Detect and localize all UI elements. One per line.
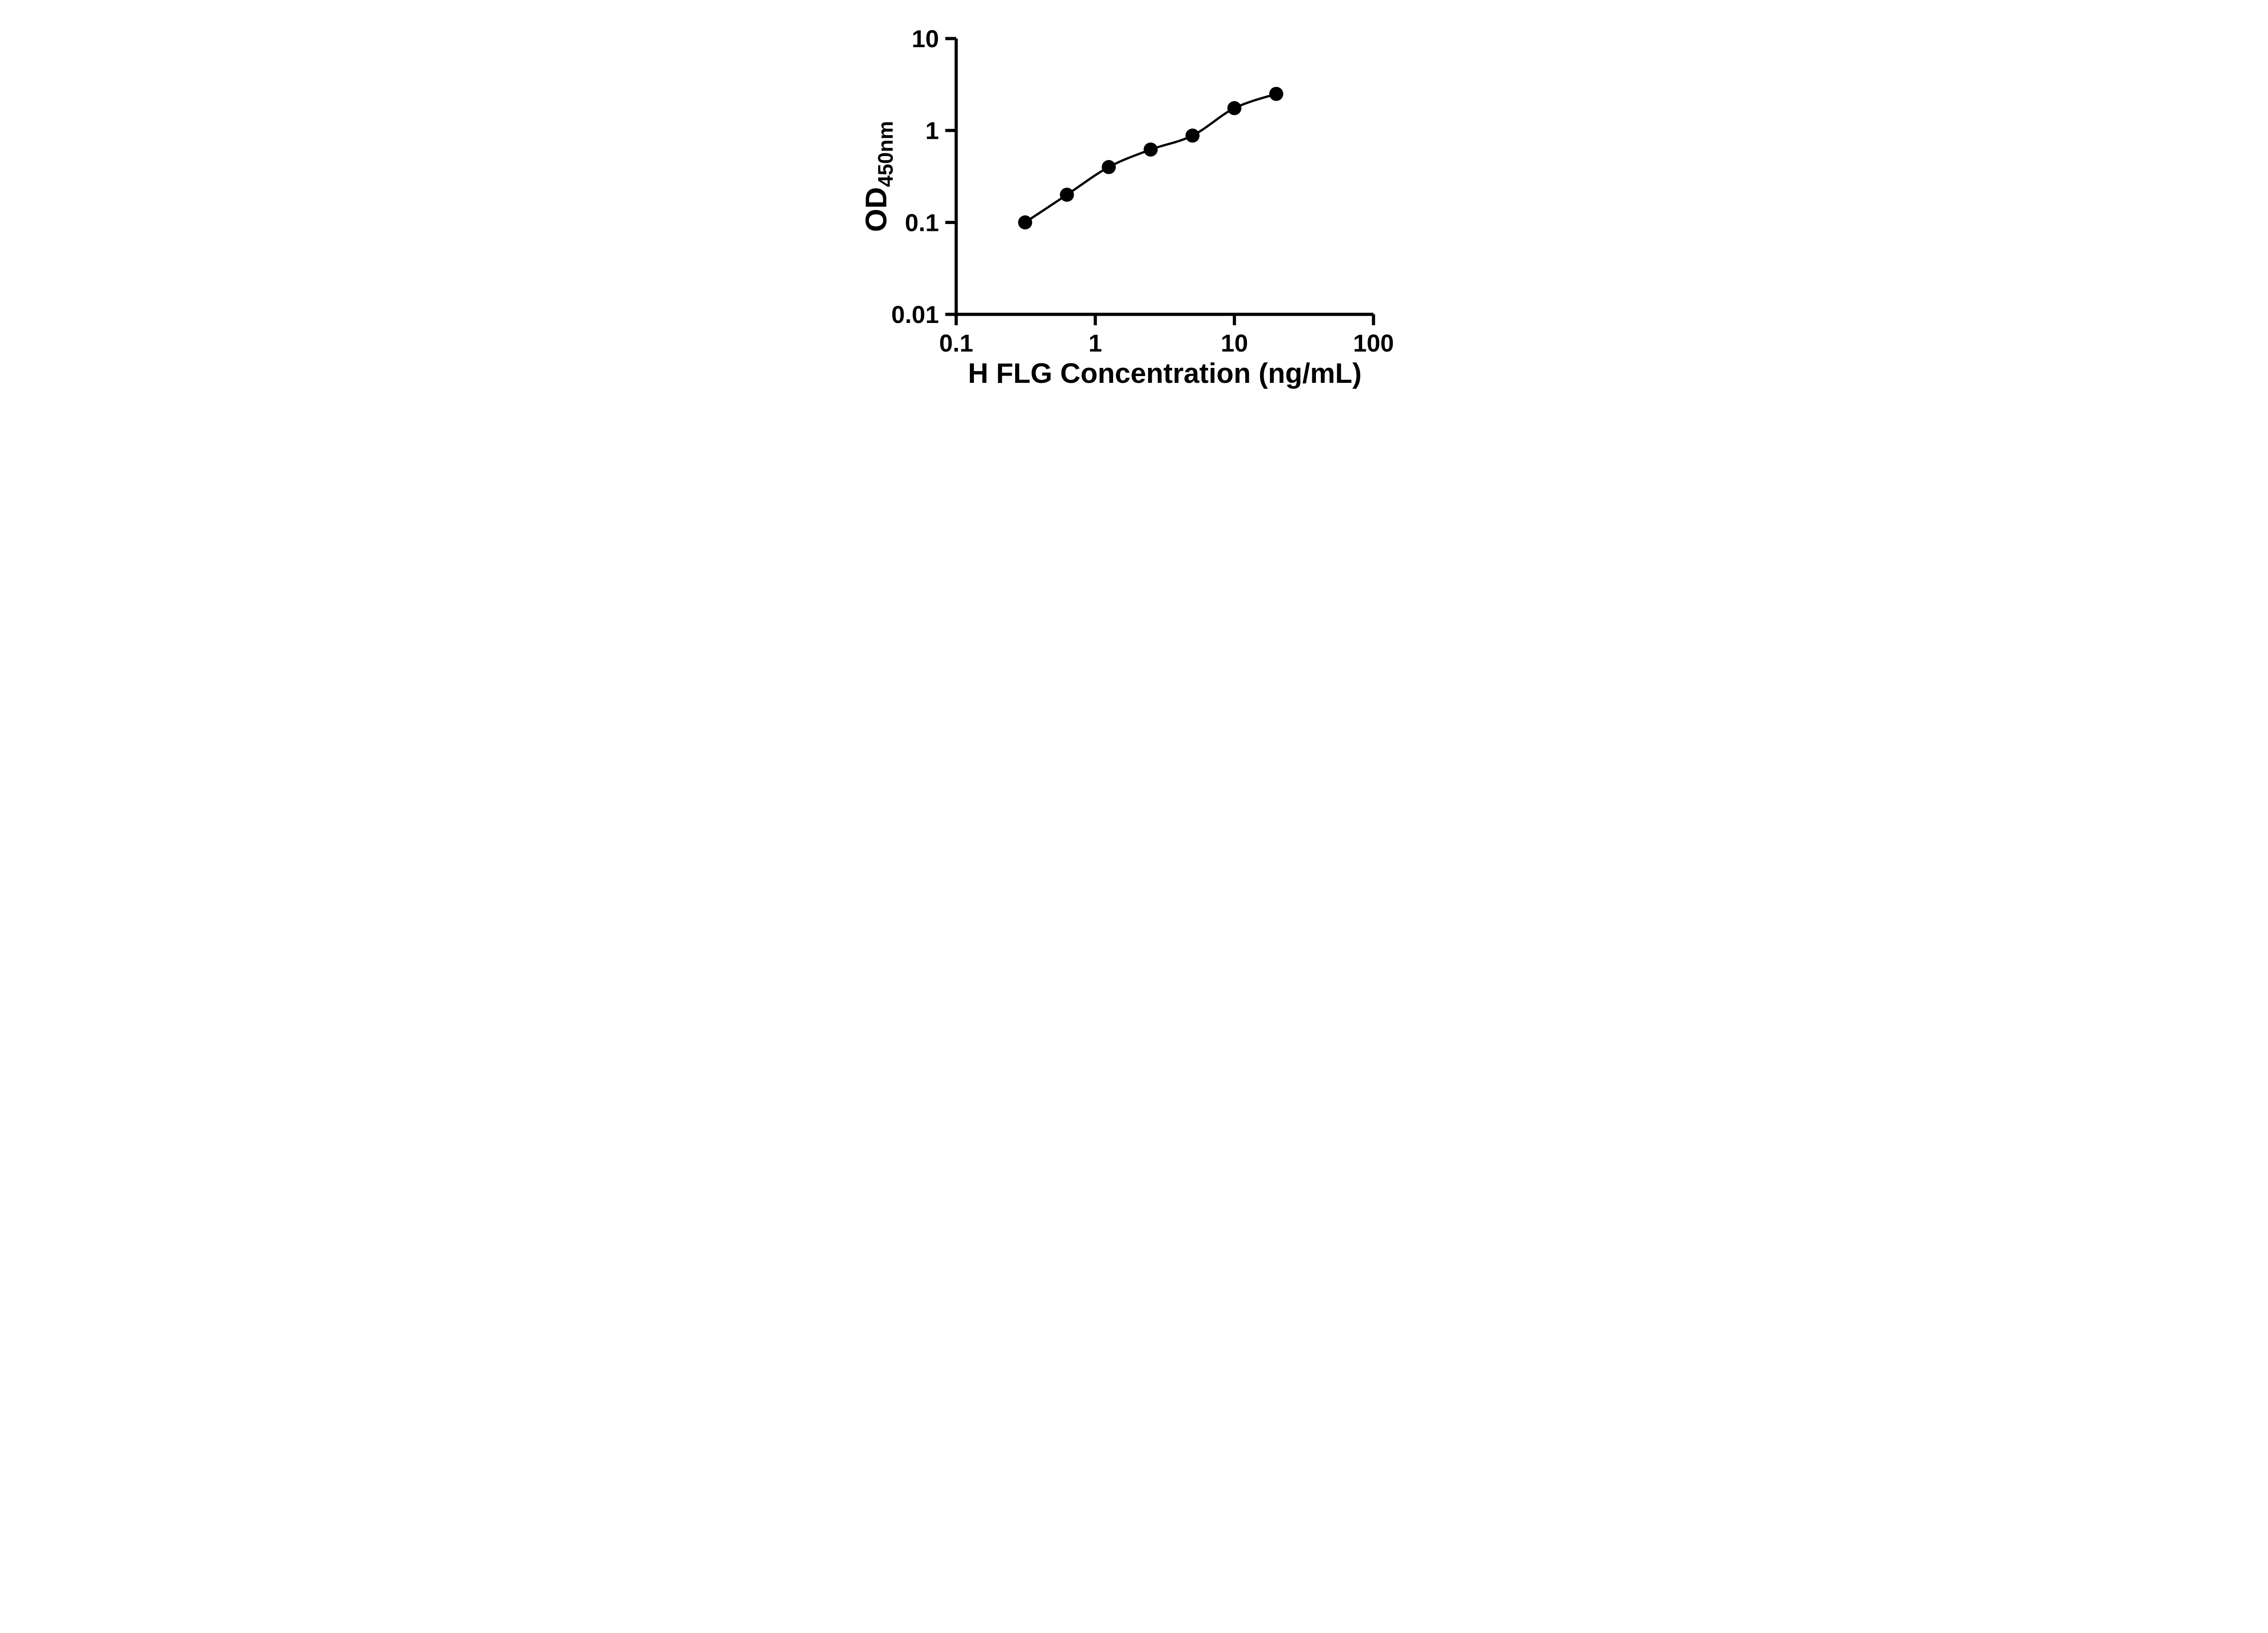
data-point <box>1060 187 1074 202</box>
data-point <box>1143 142 1158 157</box>
x-tick-label: 100 <box>1353 330 1393 357</box>
y-tick-label: 0.01 <box>891 301 938 328</box>
data-point <box>1185 128 1199 143</box>
elisa-standard-curve-figure: 0.1 1 10 100 10 1 0.1 0.01 H FLG Concentration (… <box>842 0 1426 408</box>
x-tick-label: 10 <box>1221 330 1248 357</box>
x-tick-label: 1 <box>1088 330 1102 357</box>
data-point <box>1101 160 1116 174</box>
y-tick-label: 0.1 <box>904 209 938 236</box>
data-point <box>1227 101 1242 115</box>
data-point <box>1018 215 1032 230</box>
x-axis-title: H FLG Concentration (ng/mL) <box>968 358 1362 389</box>
y-tick-label: 1 <box>925 117 938 145</box>
y-tick-label: 10 <box>911 25 938 53</box>
y-axis-title: OD450nm <box>859 121 897 232</box>
x-tick-label: 0.1 <box>939 330 973 357</box>
data-point <box>1269 87 1283 101</box>
